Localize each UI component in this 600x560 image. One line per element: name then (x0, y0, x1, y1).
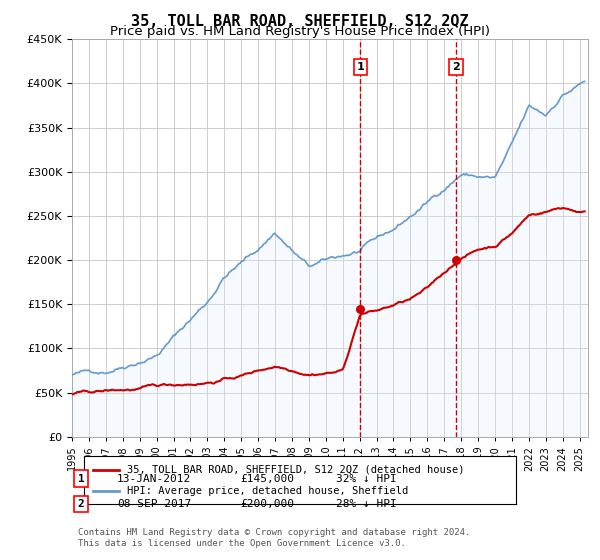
Text: Contains HM Land Registry data © Crown copyright and database right 2024.
This d: Contains HM Land Registry data © Crown c… (78, 528, 470, 548)
Text: 1: 1 (356, 62, 364, 72)
Text: 2: 2 (452, 62, 460, 72)
Text: 35, TOLL BAR ROAD, SHEFFIELD, S12 2QZ: 35, TOLL BAR ROAD, SHEFFIELD, S12 2QZ (131, 14, 469, 29)
Text: HPI: Average price, detached house, Sheffield: HPI: Average price, detached house, Shef… (127, 486, 409, 496)
Text: £200,000: £200,000 (240, 499, 294, 509)
Text: 35, TOLL BAR ROAD, SHEFFIELD, S12 2QZ (detached house): 35, TOLL BAR ROAD, SHEFFIELD, S12 2QZ (d… (127, 465, 465, 475)
Text: 13-JAN-2012: 13-JAN-2012 (117, 474, 191, 484)
Text: £145,000: £145,000 (240, 474, 294, 484)
Point (355, 304, 365, 313)
Text: 28% ↓ HPI: 28% ↓ HPI (336, 499, 397, 509)
Point (451, 255, 461, 264)
Text: 2: 2 (77, 499, 85, 509)
Text: 08-SEP-2017: 08-SEP-2017 (117, 499, 191, 509)
Text: 1: 1 (77, 474, 85, 484)
Text: 32% ↓ HPI: 32% ↓ HPI (336, 474, 397, 484)
Text: Price paid vs. HM Land Registry's House Price Index (HPI): Price paid vs. HM Land Registry's House … (110, 25, 490, 38)
